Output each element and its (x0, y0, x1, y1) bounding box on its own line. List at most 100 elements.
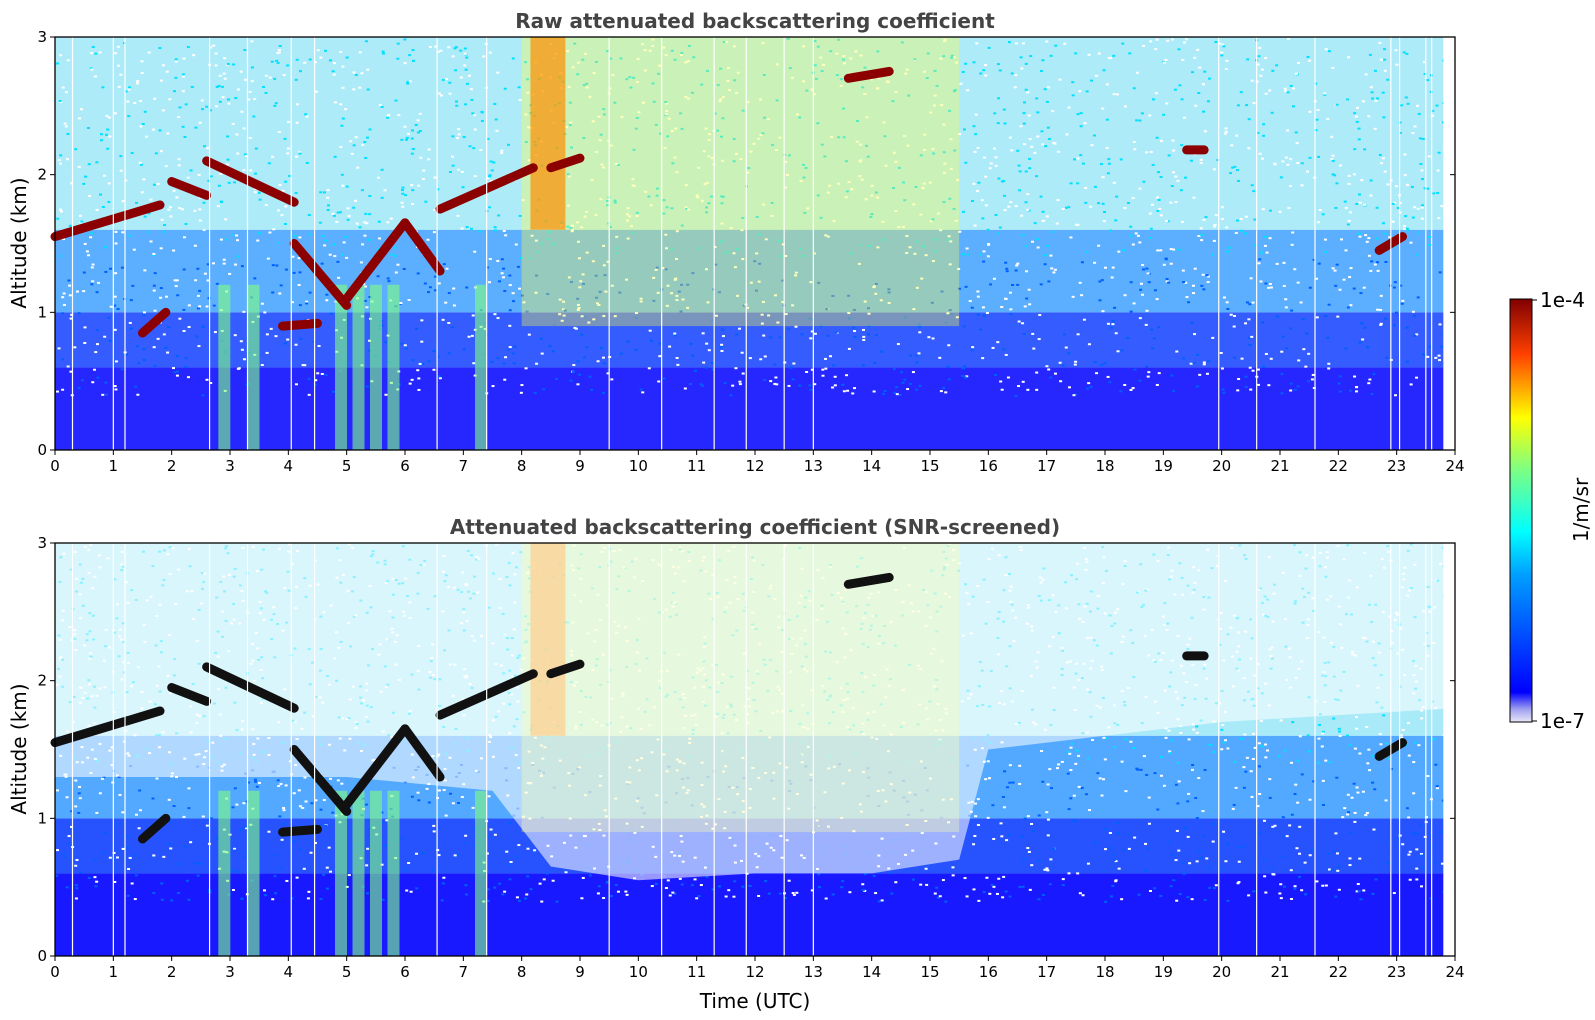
noise-pixel (509, 861, 513, 864)
noise-pixel (239, 340, 243, 343)
noise-pixel (647, 367, 651, 370)
noise-pixel (128, 86, 132, 89)
noise-pixel (964, 62, 968, 65)
x-tick-label: 20 (1212, 457, 1231, 475)
noise-pixel (1025, 270, 1029, 273)
noise-pixel (176, 370, 180, 373)
noise-pixel (1406, 229, 1410, 232)
noise-pixel (1220, 54, 1224, 57)
noise-pixel (1362, 889, 1366, 892)
noise-pixel (433, 275, 437, 278)
noise-pixel (212, 262, 216, 265)
noise-pixel (635, 316, 639, 319)
noise-pixel (280, 214, 284, 217)
noise-pixel (603, 274, 607, 277)
noise-pixel (468, 145, 472, 148)
noise-pixel (89, 236, 93, 239)
noise-pixel (75, 290, 79, 293)
noise-pixel (409, 890, 413, 893)
noise-pixel (709, 195, 713, 198)
noise-pixel (1396, 207, 1400, 210)
noise-pixel (949, 240, 953, 243)
noise-pixel (1413, 334, 1417, 337)
noise-pixel (816, 122, 820, 125)
noise-pixel (508, 346, 512, 349)
x-tick-label: 3 (225, 457, 235, 475)
noise-pixel (602, 315, 606, 318)
noise-pixel (947, 378, 951, 381)
noise-pixel (1010, 149, 1014, 152)
noise-pixel (1386, 78, 1390, 81)
noise-pixel (500, 149, 504, 152)
noise-pixel (1440, 345, 1444, 348)
noise-pixel (861, 328, 865, 331)
noise-pixel (719, 67, 723, 70)
noise-pixel (863, 93, 867, 96)
noise-pixel (196, 294, 200, 297)
noise-pixel (326, 196, 330, 199)
noise-pixel (1335, 103, 1339, 106)
noise-pixel (383, 189, 387, 192)
noise-pixel (198, 289, 202, 292)
x-tick-label: 5 (342, 457, 352, 475)
noise-pixel (252, 115, 256, 118)
noise-pixel (942, 386, 946, 389)
noise-pixel (403, 125, 407, 128)
noise-pixel (64, 125, 68, 128)
noise-pixel (380, 863, 384, 866)
noise-pixel (182, 57, 186, 60)
noise-pixel (295, 103, 299, 106)
noise-pixel (940, 290, 944, 293)
noise-pixel (81, 379, 85, 382)
noise-pixel (1111, 320, 1115, 323)
noise-pixel (78, 797, 82, 800)
noise-pixel (1067, 808, 1071, 811)
noise-pixel (1232, 803, 1236, 806)
noise-pixel (113, 385, 117, 388)
noise-pixel (720, 343, 724, 346)
noise-pixel (396, 57, 400, 60)
noise-pixel (257, 781, 261, 784)
noise-pixel (966, 89, 970, 92)
noise-pixel (90, 232, 94, 235)
noise-pixel (870, 194, 874, 197)
noise-pixel (282, 74, 286, 77)
noise-pixel (478, 230, 482, 233)
noise-pixel (901, 381, 905, 384)
noise-pixel (1035, 238, 1039, 241)
noise-pixel (95, 811, 99, 814)
noise-pixel (1263, 244, 1267, 247)
noise-pixel (601, 391, 605, 394)
noise-pixel (933, 238, 937, 241)
noise-pixel (982, 891, 986, 894)
noise-pixel (680, 51, 684, 54)
noise-pixel (275, 59, 279, 62)
noise-pixel (363, 299, 367, 302)
noise-pixel (1105, 146, 1109, 149)
noise-pixel (1035, 371, 1039, 374)
noise-pixel (778, 892, 782, 895)
noise-pixel (368, 339, 372, 342)
noise-pixel (149, 240, 153, 243)
cloud-layer (202, 156, 299, 207)
noise-pixel (1205, 857, 1209, 860)
noise-pixel (358, 226, 362, 229)
noise-pixel (774, 149, 778, 152)
noise-pixel (1383, 170, 1387, 173)
noise-pixel (1030, 864, 1034, 867)
noise-pixel (894, 210, 898, 213)
noise-pixel (1268, 209, 1272, 212)
noise-pixel (313, 61, 317, 64)
noise-pixel (887, 302, 891, 305)
noise-pixel (1318, 209, 1322, 212)
noise-pixel (1155, 136, 1159, 139)
noise-pixel (915, 354, 919, 357)
noise-pixel (68, 224, 72, 227)
noise-pixel (338, 211, 342, 214)
noise-pixel (355, 222, 359, 225)
noise-pixel (1170, 739, 1174, 742)
noise-pixel (1211, 840, 1215, 843)
noise-pixel (1114, 219, 1118, 222)
noise-pixel (1100, 794, 1104, 797)
noise-pixel (174, 76, 178, 79)
